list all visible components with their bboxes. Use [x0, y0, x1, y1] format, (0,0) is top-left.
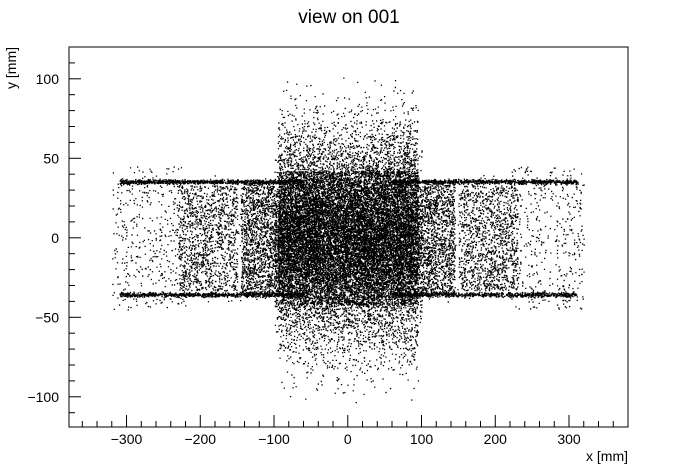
y-axis-label: y [mm]: [3, 47, 19, 89]
x-tick-label: −100: [258, 431, 290, 447]
y-tick-label: −50: [35, 309, 59, 325]
x-tick-label: 200: [484, 431, 508, 447]
y-tick-label: 100: [36, 71, 60, 87]
x-tick-label: −200: [184, 431, 216, 447]
y-tick-label: 50: [43, 150, 59, 166]
chart-title: view on 001: [298, 7, 399, 28]
x-tick-label: −300: [111, 431, 143, 447]
y-tick-label: 0: [51, 230, 59, 246]
x-tick-label: 0: [344, 431, 352, 447]
scatter-points: [112, 77, 585, 404]
plot-frame: [68, 46, 629, 428]
y-tick-label: −100: [27, 389, 59, 405]
x-tick-label: 100: [410, 431, 434, 447]
x-tick-label: 300: [557, 431, 581, 447]
data-points: [112, 77, 585, 404]
axis-ticks: −300 −200 −100 0 100 200 300 −100 −50 0 50 100: [27, 46, 614, 447]
x-axis-label: x [mm]: [586, 448, 628, 464]
